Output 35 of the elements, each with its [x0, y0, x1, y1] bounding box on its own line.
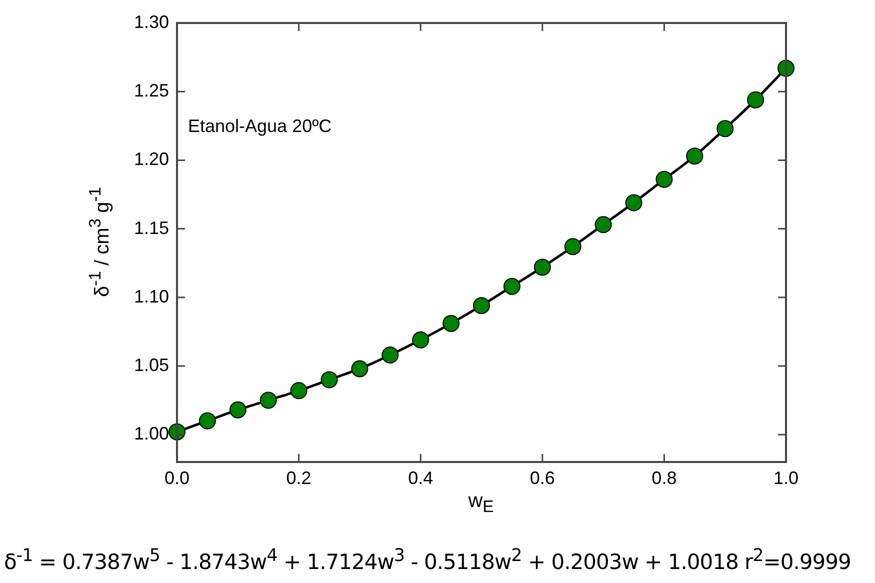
x-tick-label: 0.2 [286, 468, 312, 488]
point [534, 258, 551, 276]
y-tick-label: 1.20 [134, 149, 169, 170]
point [594, 216, 612, 234]
y-tick-label: 1.30 [134, 12, 169, 32]
x-tick-label: 0.4 [408, 468, 434, 488]
x-tick-label: 0.8 [652, 468, 677, 488]
y-tick-label: 1.25 [134, 80, 169, 101]
y-tick-label: 1.15 [134, 218, 169, 238]
y-tick-label: 1.05 [134, 354, 169, 375]
point [382, 346, 399, 364]
point [260, 392, 277, 409]
point [747, 91, 764, 108]
point [320, 371, 338, 388]
point [412, 331, 430, 348]
point [198, 412, 216, 430]
point [351, 360, 368, 378]
point [442, 314, 460, 332]
y-tick-label: 1.00 [134, 424, 169, 444]
y-tick-label: 1.10 [134, 286, 169, 306]
point [564, 238, 582, 256]
point [716, 120, 734, 138]
point [625, 194, 642, 212]
x-tick-label: 0.0 [164, 468, 190, 488]
text: δ$^{-1}$ = 0.7387w$^{5}$ - 1.8743w$^{4}$ + 1.7124w$^{3}$ - 0.5118w$^{2}$ + 0.2003w + 1.0018 r$^{2}$=0.9999 [4, 546, 851, 574]
point [686, 148, 704, 165]
annotation: Etanol-Agua 20ºC [188, 116, 332, 137]
point [503, 278, 520, 295]
point [656, 170, 673, 188]
x-tick-label: 1.0 [773, 468, 799, 488]
point [473, 297, 490, 314]
x-axis-title: w$_{E}$ [468, 490, 494, 517]
x-tick-label: 0.6 [530, 468, 555, 488]
point [290, 382, 308, 400]
point [229, 401, 246, 418]
